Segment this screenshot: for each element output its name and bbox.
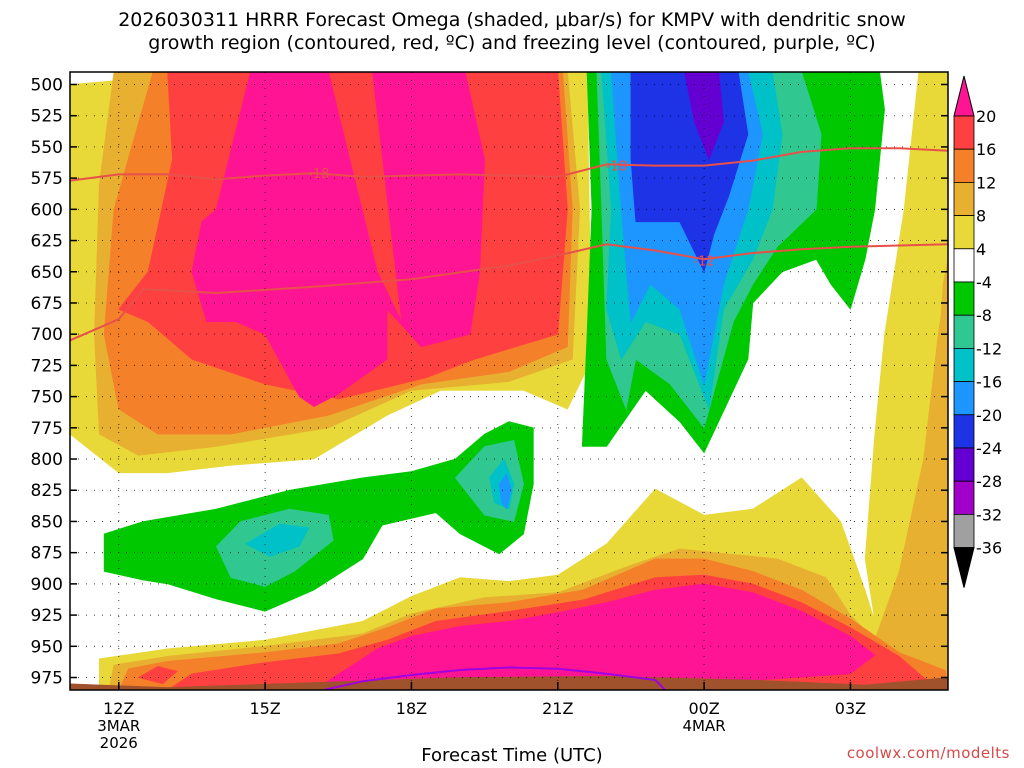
x-date-label-3MAR: 3MAR — [97, 717, 140, 735]
website-credit: coolwx.com/modelts — [846, 744, 1010, 762]
x-tick-label-21Z: 21Z — [542, 699, 573, 718]
colorbar-segment-11 — [953, 447, 975, 482]
omega-region-9 — [313, 583, 876, 690]
colorbar-label-4: 4 — [976, 240, 986, 259]
colorbar-label-0: 20 — [976, 107, 996, 126]
omega-region-5 — [99, 72, 948, 690]
colorbar-segment-9 — [953, 381, 975, 416]
y-tick-label-875: 875 — [31, 544, 63, 564]
y-tick-label-950: 950 — [31, 637, 63, 657]
colorbar-segment-2 — [953, 148, 975, 183]
y-tick-label-700: 700 — [31, 325, 63, 345]
y-tick-label-525: 525 — [31, 107, 63, 127]
colorbar-segment-6 — [953, 281, 975, 316]
chart-title-line2: growth region (contoured, red, ºC) and f… — [148, 32, 876, 54]
pressure-axis: 500 525 550 575 600 625 650 675 700 725 750 775 800 8… — [31, 75, 948, 689]
contour-line--18 — [70, 147, 948, 182]
x-tick-label-03Z: 03Z — [835, 699, 866, 718]
omega-colorbar: 20 16 12 8 4 -4 -8 -12 -16 -20 -24 -28 -32 -36 — [953, 75, 1002, 588]
colorbar-segment-5 — [953, 248, 975, 283]
plot-border — [69, 71, 949, 691]
colorbar-label-13: -36 — [976, 539, 1002, 558]
colorbar-label-6: -8 — [976, 306, 992, 325]
chart-title-line1: 2026030311 HRRR Forecast Omega (shaded, … — [118, 9, 906, 31]
colorbar-segment-7 — [953, 314, 975, 349]
x-tick-label-00Z: 00Z — [688, 699, 719, 718]
y-tick-label-800: 800 — [31, 450, 63, 470]
omega-region-15 — [684, 72, 724, 161]
omega-region-22 — [498, 473, 512, 510]
y-tick-label-850: 850 — [31, 512, 63, 532]
y-tick-label-725: 725 — [31, 356, 63, 376]
colorbar-segment-13 — [953, 514, 975, 549]
omega-shaded-regions — [70, 72, 948, 690]
contour-label-2: -12 — [693, 255, 714, 270]
colorbar-label-5: -4 — [976, 273, 992, 292]
colorbar-label-9: -20 — [976, 406, 1002, 425]
colorbar-segment-3 — [953, 181, 975, 216]
colorbar-segment-8 — [953, 347, 975, 382]
y-tick-label-925: 925 — [31, 606, 63, 626]
y-tick-label-550: 550 — [31, 138, 63, 158]
colorbar-segment-10 — [953, 414, 975, 449]
x-tick-label-15Z: 15Z — [249, 699, 280, 718]
contour-line--12 — [70, 243, 948, 342]
omega-region-19 — [244, 523, 310, 557]
y-tick-label-675: 675 — [31, 294, 63, 314]
x-tick-label-18Z: 18Z — [396, 699, 427, 718]
colorbar-segment-12 — [953, 480, 975, 515]
y-tick-label-775: 775 — [31, 419, 63, 439]
y-tick-label-575: 575 — [31, 169, 63, 189]
x-date-label-4MAR: 4MAR — [683, 717, 726, 735]
omega-region-16 — [933, 259, 948, 690]
y-tick-label-625: 625 — [31, 232, 63, 252]
y-tick-label-975: 975 — [31, 669, 63, 689]
contour-label-0: -18 — [308, 167, 329, 182]
colorbar-label-11: -28 — [976, 472, 1002, 491]
colorbar-segment-4 — [953, 215, 975, 250]
contour-label-1: -18 — [606, 160, 627, 175]
colorbar-label-7: -12 — [976, 339, 1002, 358]
plot-frame — [69, 71, 949, 691]
colorbar-bottom-arrow — [953, 547, 975, 588]
colorbar-label-2: 12 — [976, 173, 996, 192]
colorbar-label-3: 8 — [976, 207, 986, 226]
colorbar-label-8: -16 — [976, 373, 1002, 392]
y-tick-label-900: 900 — [31, 575, 63, 595]
y-tick-label-750: 750 — [31, 388, 63, 408]
omega-region-23 — [137, 665, 178, 685]
y-tick-label-650: 650 — [31, 263, 63, 283]
colorbar-segment-1 — [953, 115, 975, 150]
x-date-label-2026: 2026 — [100, 734, 138, 752]
x-tick-label-12Z: 12Z — [103, 699, 134, 718]
colorbar-top-arrow — [953, 75, 975, 117]
y-tick-label-825: 825 — [31, 481, 63, 501]
colorbar-label-1: 16 — [976, 140, 996, 159]
omega-region-4 — [191, 72, 485, 407]
x-axis-label: Forecast Time (UTC) — [421, 745, 603, 766]
colorbar-label-12: -32 — [976, 505, 1002, 524]
y-tick-label-500: 500 — [31, 75, 63, 95]
contour-line-0 — [323, 666, 666, 690]
temperature-contours: -18 -18 -12 — [70, 147, 948, 690]
y-tick-label-600: 600 — [31, 200, 63, 220]
colorbar-label-10: -24 — [976, 439, 1002, 458]
